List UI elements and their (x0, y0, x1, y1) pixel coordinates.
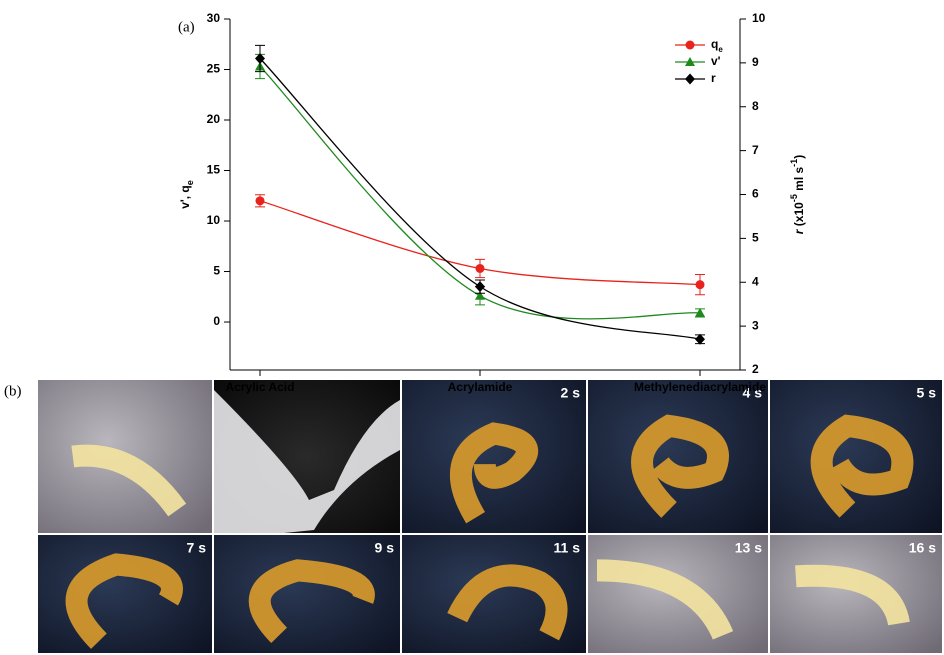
y2-tick-label: 7 (752, 143, 759, 157)
panel-label: (a) (178, 19, 195, 35)
y-tick-label: 0 (213, 314, 220, 328)
photo (402, 380, 586, 533)
legend-label: v' (711, 54, 721, 68)
x-tick-label: Acrylamide (448, 380, 513, 394)
legend-marker (685, 74, 695, 85)
marker (476, 264, 485, 273)
time-label: 11 s (554, 540, 581, 556)
y2-tick-label: 9 (752, 55, 759, 69)
marker (475, 281, 485, 292)
photo (770, 380, 942, 533)
time-label: 7 s (187, 540, 207, 556)
legend-label-part: v' (711, 54, 721, 68)
y2-axis-label: r (x10-5 ml s-1) (789, 155, 806, 234)
y-axis-label-part: v', q (178, 185, 192, 209)
y2-tick-label: 3 (752, 318, 759, 332)
y-axis-label: v', qe (178, 180, 195, 209)
marker (696, 280, 705, 289)
y2-tick-label: 4 (752, 274, 759, 288)
y-tick-label: 20 (207, 112, 221, 126)
y2-tick-label: 10 (752, 11, 766, 25)
time-label: 16 s (909, 540, 936, 556)
y2-axis-label-part: ) (792, 155, 806, 159)
y-tick-label: 25 (207, 62, 221, 76)
legend-label-part: q (711, 37, 718, 51)
y-tick-label: 30 (207, 11, 221, 25)
y2-tick-label: 5 (752, 231, 759, 245)
time-label: 9 s (375, 540, 395, 556)
legend-label-part: r (711, 71, 716, 85)
time-label: 5 s (917, 385, 937, 401)
y-tick-label: 15 (207, 163, 221, 177)
y2-axis-label-part: ml s (792, 166, 806, 194)
legend-marker (686, 41, 695, 50)
chart: 0 5 10 15 20 25 30 2 3 4 5 6 7 8 9 10 Acrylic Acid Acryla… (178, 11, 806, 394)
y-tick-label: 10 (207, 213, 221, 227)
y2-axis-label-part: -1 (789, 159, 799, 167)
figure: (a) (b) 2 s4 s5 s7 s9 s11 s13 s16 s 0510… (0, 0, 944, 655)
y-tick-label: 5 (213, 264, 220, 278)
panel-label: (b) (4, 383, 22, 399)
y2-tick-label: 2 (752, 362, 759, 376)
legend-label: r (711, 71, 716, 85)
y2-tick-label: 6 (752, 187, 759, 201)
y-axis-label-part: e (185, 180, 195, 185)
time-label: 13 s (735, 540, 762, 556)
legend-label-part: e (718, 45, 723, 54)
marker (256, 196, 265, 205)
legend-label: qe (711, 37, 723, 53)
photo (588, 380, 768, 533)
y2-axis-label-part: (x10 (792, 202, 806, 230)
y2-axis-label-part: -5 (789, 194, 799, 202)
marker (695, 334, 705, 345)
y2-tick-label: 8 (752, 99, 759, 113)
time-label: 2 s (561, 385, 581, 401)
x-tick-label: Acrylic Acid (226, 380, 295, 394)
x-tick-label: Methylenediacrylamide (634, 380, 766, 394)
